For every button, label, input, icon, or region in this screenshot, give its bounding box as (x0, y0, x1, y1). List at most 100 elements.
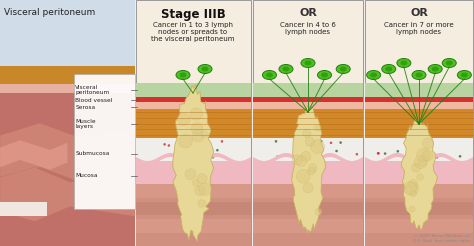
Circle shape (315, 208, 322, 215)
Bar (365, 219, 473, 233)
Circle shape (330, 141, 332, 144)
Circle shape (195, 185, 205, 196)
Circle shape (186, 154, 189, 156)
Circle shape (296, 169, 310, 183)
Circle shape (305, 137, 314, 146)
Circle shape (296, 156, 307, 167)
Circle shape (308, 167, 315, 175)
Bar (136, 0, 251, 246)
Ellipse shape (321, 73, 328, 77)
Circle shape (314, 125, 321, 131)
Ellipse shape (446, 61, 453, 65)
Circle shape (422, 138, 433, 149)
Polygon shape (173, 84, 214, 241)
Bar (0, 0, 135, 69)
Bar (253, 0, 363, 246)
Circle shape (192, 180, 199, 186)
Text: Cancer in 7 or more
lymph nodes: Cancer in 7 or more lymph nodes (384, 22, 454, 35)
Ellipse shape (263, 71, 276, 79)
Ellipse shape (385, 66, 392, 72)
Circle shape (303, 183, 313, 193)
Text: Visceral
peritoneum: Visceral peritoneum (75, 85, 109, 95)
Polygon shape (0, 167, 135, 221)
Text: Submucosa: Submucosa (75, 151, 109, 156)
Polygon shape (401, 115, 438, 230)
Ellipse shape (397, 59, 411, 67)
Text: Visceral peritoneum: Visceral peritoneum (4, 8, 95, 17)
Bar (253, 102, 363, 109)
Circle shape (409, 206, 415, 212)
Text: Muscle
layers: Muscle layers (75, 119, 96, 129)
Bar (253, 161, 363, 184)
Bar (0, 62, 135, 246)
Ellipse shape (279, 64, 293, 74)
Circle shape (192, 130, 204, 142)
Circle shape (384, 152, 386, 155)
Circle shape (275, 140, 277, 143)
Circle shape (416, 155, 419, 158)
Text: OR: OR (299, 8, 317, 18)
Ellipse shape (266, 73, 273, 77)
Circle shape (422, 151, 433, 161)
Circle shape (403, 182, 417, 195)
Circle shape (199, 183, 211, 195)
Circle shape (436, 156, 438, 159)
Circle shape (292, 155, 302, 165)
Bar (136, 138, 251, 161)
Circle shape (164, 143, 166, 146)
Bar (136, 219, 251, 233)
Ellipse shape (201, 66, 209, 72)
Circle shape (191, 123, 203, 134)
Text: Stage IIIB: Stage IIIB (161, 8, 225, 21)
Polygon shape (292, 106, 326, 233)
Polygon shape (0, 123, 135, 182)
Bar (136, 184, 251, 198)
Bar (253, 184, 363, 198)
Bar (365, 109, 473, 138)
Circle shape (190, 108, 202, 120)
Ellipse shape (412, 71, 426, 79)
Circle shape (335, 150, 338, 152)
Ellipse shape (461, 73, 468, 77)
Ellipse shape (304, 61, 311, 65)
Circle shape (320, 140, 322, 143)
Circle shape (356, 153, 358, 155)
Ellipse shape (370, 73, 377, 77)
Text: © 2019 Terese Winslow LLC
U.S. Govt. has certain rights: © 2019 Terese Winslow LLC U.S. Govt. has… (413, 234, 471, 243)
Bar (253, 219, 363, 233)
Ellipse shape (367, 71, 381, 79)
Text: Cancer in 1 to 3 lymph
nodes or spreads to
the visceral peritoneum: Cancer in 1 to 3 lymph nodes or spreads … (151, 22, 235, 43)
Bar (253, 202, 363, 215)
Circle shape (197, 174, 207, 184)
Circle shape (410, 190, 417, 197)
Text: Mucosa: Mucosa (75, 173, 98, 178)
Circle shape (179, 134, 192, 148)
Circle shape (420, 149, 422, 152)
Bar (136, 109, 251, 138)
Circle shape (212, 156, 214, 158)
Bar (136, 97, 251, 102)
Bar (136, 102, 251, 109)
Circle shape (409, 179, 418, 188)
Circle shape (397, 150, 399, 153)
Ellipse shape (428, 64, 442, 74)
Ellipse shape (176, 71, 190, 79)
Ellipse shape (180, 73, 186, 77)
Bar (253, 97, 363, 102)
Text: Blood vessel: Blood vessel (75, 98, 113, 103)
Circle shape (303, 129, 311, 138)
Bar (365, 184, 473, 246)
Ellipse shape (382, 64, 396, 74)
Circle shape (185, 169, 196, 180)
Circle shape (414, 155, 427, 169)
Bar (136, 83, 251, 97)
Circle shape (221, 140, 223, 143)
Circle shape (204, 152, 207, 154)
Ellipse shape (340, 66, 346, 72)
Ellipse shape (416, 73, 422, 77)
Text: OR: OR (410, 8, 428, 18)
Bar (365, 202, 473, 215)
Bar (253, 138, 363, 161)
Bar (253, 83, 363, 97)
Bar (0, 93, 135, 246)
